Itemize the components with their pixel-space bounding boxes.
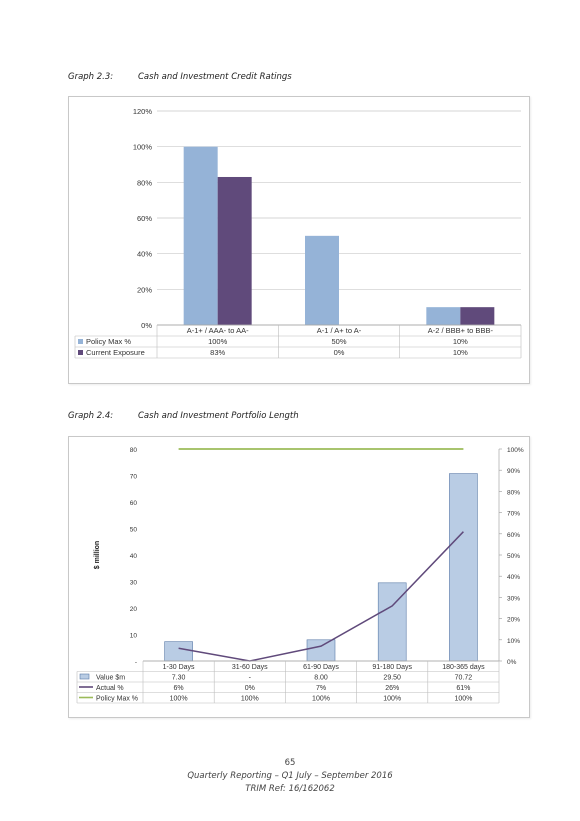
y2-tick-label: 80% [507,489,520,496]
legend-series-name: Actual % [96,685,124,692]
y2-tick-label: 60% [507,532,520,539]
x-tick-label: 61-90 Days [303,664,339,671]
table-cell: 61% [456,685,470,692]
table-cell: 100% [208,337,228,346]
bar-value [449,473,478,662]
bar-value [377,582,407,662]
x-tick-label: A-1+ / AAA- to AA- [187,326,249,335]
y-tick-label: 40 [130,553,138,560]
x-tick-label: 180-365 days [442,664,485,671]
table-cell: 100% [312,696,330,703]
y-tick-label: 120% [133,107,153,116]
x-tick-label: 91-180 Days [372,664,412,671]
table-cell: 100% [241,696,259,703]
table-cell: 7% [316,685,326,692]
y-tick-label: 30 [130,580,138,587]
footer-report-title: Quarterly Reporting – Q1 July – Septembe… [187,771,393,781]
legend-series-name: Value $m [96,675,125,682]
y-tick-label: 60% [137,214,152,223]
y2-tick-label: 30% [507,595,520,602]
y2-tick-label: 70% [507,511,520,518]
table-cell: 7.30 [172,675,186,682]
y2-tick-label: 20% [507,617,520,624]
y2-tick-label: 50% [507,553,520,560]
bar-value [164,641,193,662]
table-cell: 83% [210,348,225,357]
table-cell: - [249,675,252,682]
y-tick-label: 60 [130,500,138,507]
y2-tick-label: 0% [507,659,517,666]
bar-current-exposure [460,307,495,325]
y-tick-label: 20% [137,285,152,294]
table-cell: 10% [453,348,468,357]
y-tick-label: 10 [130,633,138,640]
legend-key [78,339,83,344]
table-cell: 10% [453,337,468,346]
y2-tick-label: 10% [507,638,520,645]
y2-tick-label: 40% [507,574,520,581]
y-tick-label: 80% [137,178,152,187]
y-tick-label: 40% [137,250,152,259]
y-tick-label: 70 [130,474,138,481]
graph1-number: Graph 2.3: [68,72,114,82]
x-tick-label: 31-60 Days [232,664,268,671]
legend-series-name: Policy Max % [86,337,131,346]
y-tick-label: 50 [130,527,138,534]
table-cell: 100% [170,696,188,703]
x-tick-label: 1-30 Days [163,664,195,671]
table-cell: 50% [331,337,346,346]
table-cell: 29.50 [383,675,401,682]
y-axis-label: $ million [94,541,101,569]
table-cell: 8.00 [314,675,328,682]
y2-tick-label: 100% [507,447,524,454]
y-tick-label: 20 [130,606,138,613]
x-tick-label: A-2 / BBB+ to BBB- [428,326,494,335]
bar-policy-max [305,235,339,325]
bar-value [306,639,336,662]
graph2-number: Graph 2.4: [68,411,114,421]
x-tick-label: A-1 / A+ to A- [317,326,362,335]
footer-trim-ref: TRIM Ref: 16/162062 [245,784,335,794]
bar-policy-max [426,307,461,325]
legend-series-name: Policy Max % [96,696,138,703]
y2-tick-label: 90% [507,468,520,475]
table-cell: 70.72 [455,675,473,682]
graph1-frame: 0% 20% 40% 60% 80% 100% 120% A-1+ / AAA- to AA-… [68,96,530,384]
graph2-frame: - 10 20 30 40 50 60 70 80 0% 10% 20% 30% 40% 50% 60% 70%… [68,436,530,718]
legend-key [78,350,83,355]
bar-current-exposure [217,176,252,325]
legend-key [79,673,90,680]
graph1-chart: 0% 20% 40% 60% 80% 100% 120% A-1+ / AAA- to AA-… [74,107,522,359]
bar-policy-max [183,146,218,325]
y-tick-label: 100% [133,143,153,152]
table-cell: 0% [334,348,345,357]
table-cell: 26% [385,685,399,692]
table-cell: 100% [454,696,472,703]
y-tick-label: - [135,659,137,666]
graph2-chart: - 10 20 30 40 50 60 70 80 0% 10% 20% 30% 40% 50% 60% 70%… [76,447,524,704]
graph2-title: Cash and Investment Portfolio Length [138,411,299,421]
graph1-title: Cash and Investment Credit Ratings [138,72,292,82]
page-number: 65 [284,758,296,768]
line-actual [178,531,464,662]
y-tick-label: 0% [141,321,152,330]
y-tick-label: 80 [130,447,138,454]
table-cell: 6% [174,685,184,692]
table-cell: 100% [383,696,401,703]
table-cell: 0% [245,685,255,692]
legend-series-name: Current Exposure [86,348,145,357]
